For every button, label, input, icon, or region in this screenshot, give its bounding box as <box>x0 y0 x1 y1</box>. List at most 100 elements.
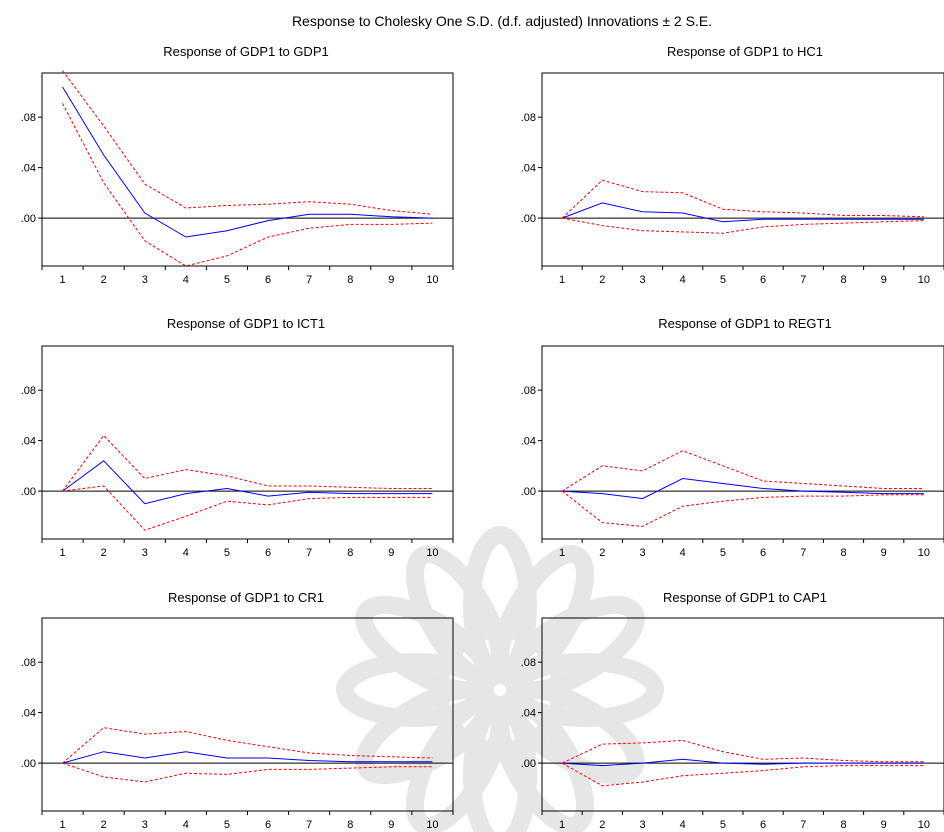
panel-title: Response of GDP1 to HC1 <box>667 44 823 59</box>
chart-panel-5: Response of GDP1 to CR1 .00 .04 .08 1 2 3 4 5 6 7 8… <box>21 590 454 831</box>
response-line <box>62 460 433 505</box>
y-tick-label: .00 <box>521 486 536 498</box>
y-tick-label: .04 <box>21 708 36 720</box>
x-tick-label: 7 <box>800 819 806 831</box>
y-tick-label: .08 <box>521 112 536 124</box>
y-tick-label: .04 <box>21 436 36 448</box>
x-tick-label: 6 <box>265 547 271 559</box>
x-tick-label: 9 <box>388 547 394 559</box>
x-tick-label: 6 <box>760 547 766 559</box>
x-tick-label: 1 <box>559 274 565 286</box>
y-tick-label: .04 <box>521 708 536 720</box>
y-tick-label: .00 <box>521 758 536 770</box>
plot-frame <box>41 345 454 540</box>
watermark-ring <box>432 622 568 758</box>
response-line <box>562 758 924 767</box>
y-tick-label: .00 <box>21 213 36 225</box>
upper-band-line <box>561 450 924 492</box>
chart-panel-2: Response of GDP1 to HC1 .00 .04 .08 1 2 3 4 5 6 7 8… <box>521 44 944 286</box>
response-line <box>562 477 924 500</box>
x-tick-label: 10 <box>426 547 438 559</box>
x-tick-label: 8 <box>347 819 353 831</box>
x-tick-label: 4 <box>680 274 686 286</box>
lower-band-line <box>562 217 924 234</box>
x-tick-label: 2 <box>101 819 107 831</box>
chart-panel-4: Response of GDP1 to REGT1 .00 .04 .08 1 2 3 4 5 6… <box>521 316 944 559</box>
upper-band-line <box>62 70 433 215</box>
x-tick-label: 5 <box>224 819 230 831</box>
x-tick-label: 10 <box>918 274 930 286</box>
lower-band-line <box>561 490 924 527</box>
chart-panel-6: Response of GDP1 to CAP1 .00 .04 .08 1 2 3 4 5 6 7… <box>521 590 944 831</box>
plot-frame <box>541 345 944 540</box>
y-tick-label: .08 <box>21 112 36 124</box>
x-tick-label: 4 <box>680 547 686 559</box>
panel-title: Response of GDP1 to REGT1 <box>658 316 831 331</box>
panels-grid: Response of GDP1 to GDP1 .00 .04 .08 1 2 3 4 5 6 7… <box>21 44 944 831</box>
x-tick-label: 3 <box>142 547 148 559</box>
x-tick-label: 4 <box>183 547 189 559</box>
x-tick-label: 3 <box>142 274 148 286</box>
x-tick-label: 8 <box>840 547 846 559</box>
x-tick-label: 8 <box>347 274 353 286</box>
y-tick-label: .08 <box>21 385 36 397</box>
x-tick-label: 1 <box>559 547 565 559</box>
x-tick-label: 7 <box>306 547 312 559</box>
x-tick-label: 1 <box>559 819 565 831</box>
x-tick-label: 9 <box>388 274 394 286</box>
y-tick-label: .08 <box>21 657 36 669</box>
x-tick-label: 6 <box>760 819 766 831</box>
y-tick-label: .00 <box>521 213 536 225</box>
x-tick-label: 5 <box>720 547 726 559</box>
upper-band-line <box>561 179 924 219</box>
x-tick-label: 10 <box>918 547 930 559</box>
x-tick-label: 6 <box>265 274 271 286</box>
x-tick-label: 8 <box>347 547 353 559</box>
y-tick-label: .04 <box>521 436 536 448</box>
upper-band-line <box>62 434 433 492</box>
x-tick-label: 5 <box>224 274 230 286</box>
x-tick-label: 10 <box>426 819 438 831</box>
x-tick-label: 6 <box>760 274 766 286</box>
y-tick-label: .04 <box>521 163 536 175</box>
x-tick-label: 9 <box>881 274 887 286</box>
x-tick-label: 4 <box>183 819 189 831</box>
x-tick-label: 3 <box>639 274 645 286</box>
y-tick-label: .08 <box>521 657 536 669</box>
x-tick-label: 6 <box>265 819 271 831</box>
x-tick-label: 5 <box>720 274 726 286</box>
x-tick-label: 2 <box>599 274 605 286</box>
x-tick-label: 4 <box>183 274 189 286</box>
x-tick-label: 10 <box>918 819 930 831</box>
x-tick-label: 10 <box>426 274 438 286</box>
upper-band-line <box>62 727 433 764</box>
x-tick-label: 2 <box>599 547 605 559</box>
watermark-petal <box>502 595 645 700</box>
x-tick-label: 4 <box>680 819 686 831</box>
y-tick-label: .08 <box>521 385 536 397</box>
x-tick-label: 1 <box>59 274 65 286</box>
x-tick-label: 9 <box>881 819 887 831</box>
x-tick-label: 7 <box>306 819 312 831</box>
x-tick-label: 5 <box>720 819 726 831</box>
x-tick-label: 1 <box>59 819 65 831</box>
x-tick-label: 3 <box>639 819 645 831</box>
lower-band-line <box>62 762 433 783</box>
x-tick-label: 9 <box>388 819 394 831</box>
y-tick-label: .04 <box>21 163 36 175</box>
x-tick-label: 8 <box>840 819 846 831</box>
x-tick-label: 3 <box>142 819 148 831</box>
panel-title: Response of GDP1 to GDP1 <box>163 44 328 59</box>
x-tick-label: 7 <box>800 274 806 286</box>
x-tick-label: 3 <box>639 547 645 559</box>
panel-title: Response of GDP1 to CAP1 <box>663 590 827 605</box>
chart-panel-1: Response of GDP1 to GDP1 .00 .04 .08 1 2 3 4 5 6 7… <box>21 44 454 286</box>
x-tick-label: 8 <box>840 274 846 286</box>
x-tick-label: 2 <box>599 819 605 831</box>
watermark-ornament <box>336 526 664 832</box>
x-tick-label: 1 <box>59 547 65 559</box>
x-tick-label: 7 <box>306 274 312 286</box>
y-tick-label: .00 <box>21 758 36 770</box>
figure-title: Response to Cholesky One S.D. (d.f. adju… <box>292 13 712 29</box>
